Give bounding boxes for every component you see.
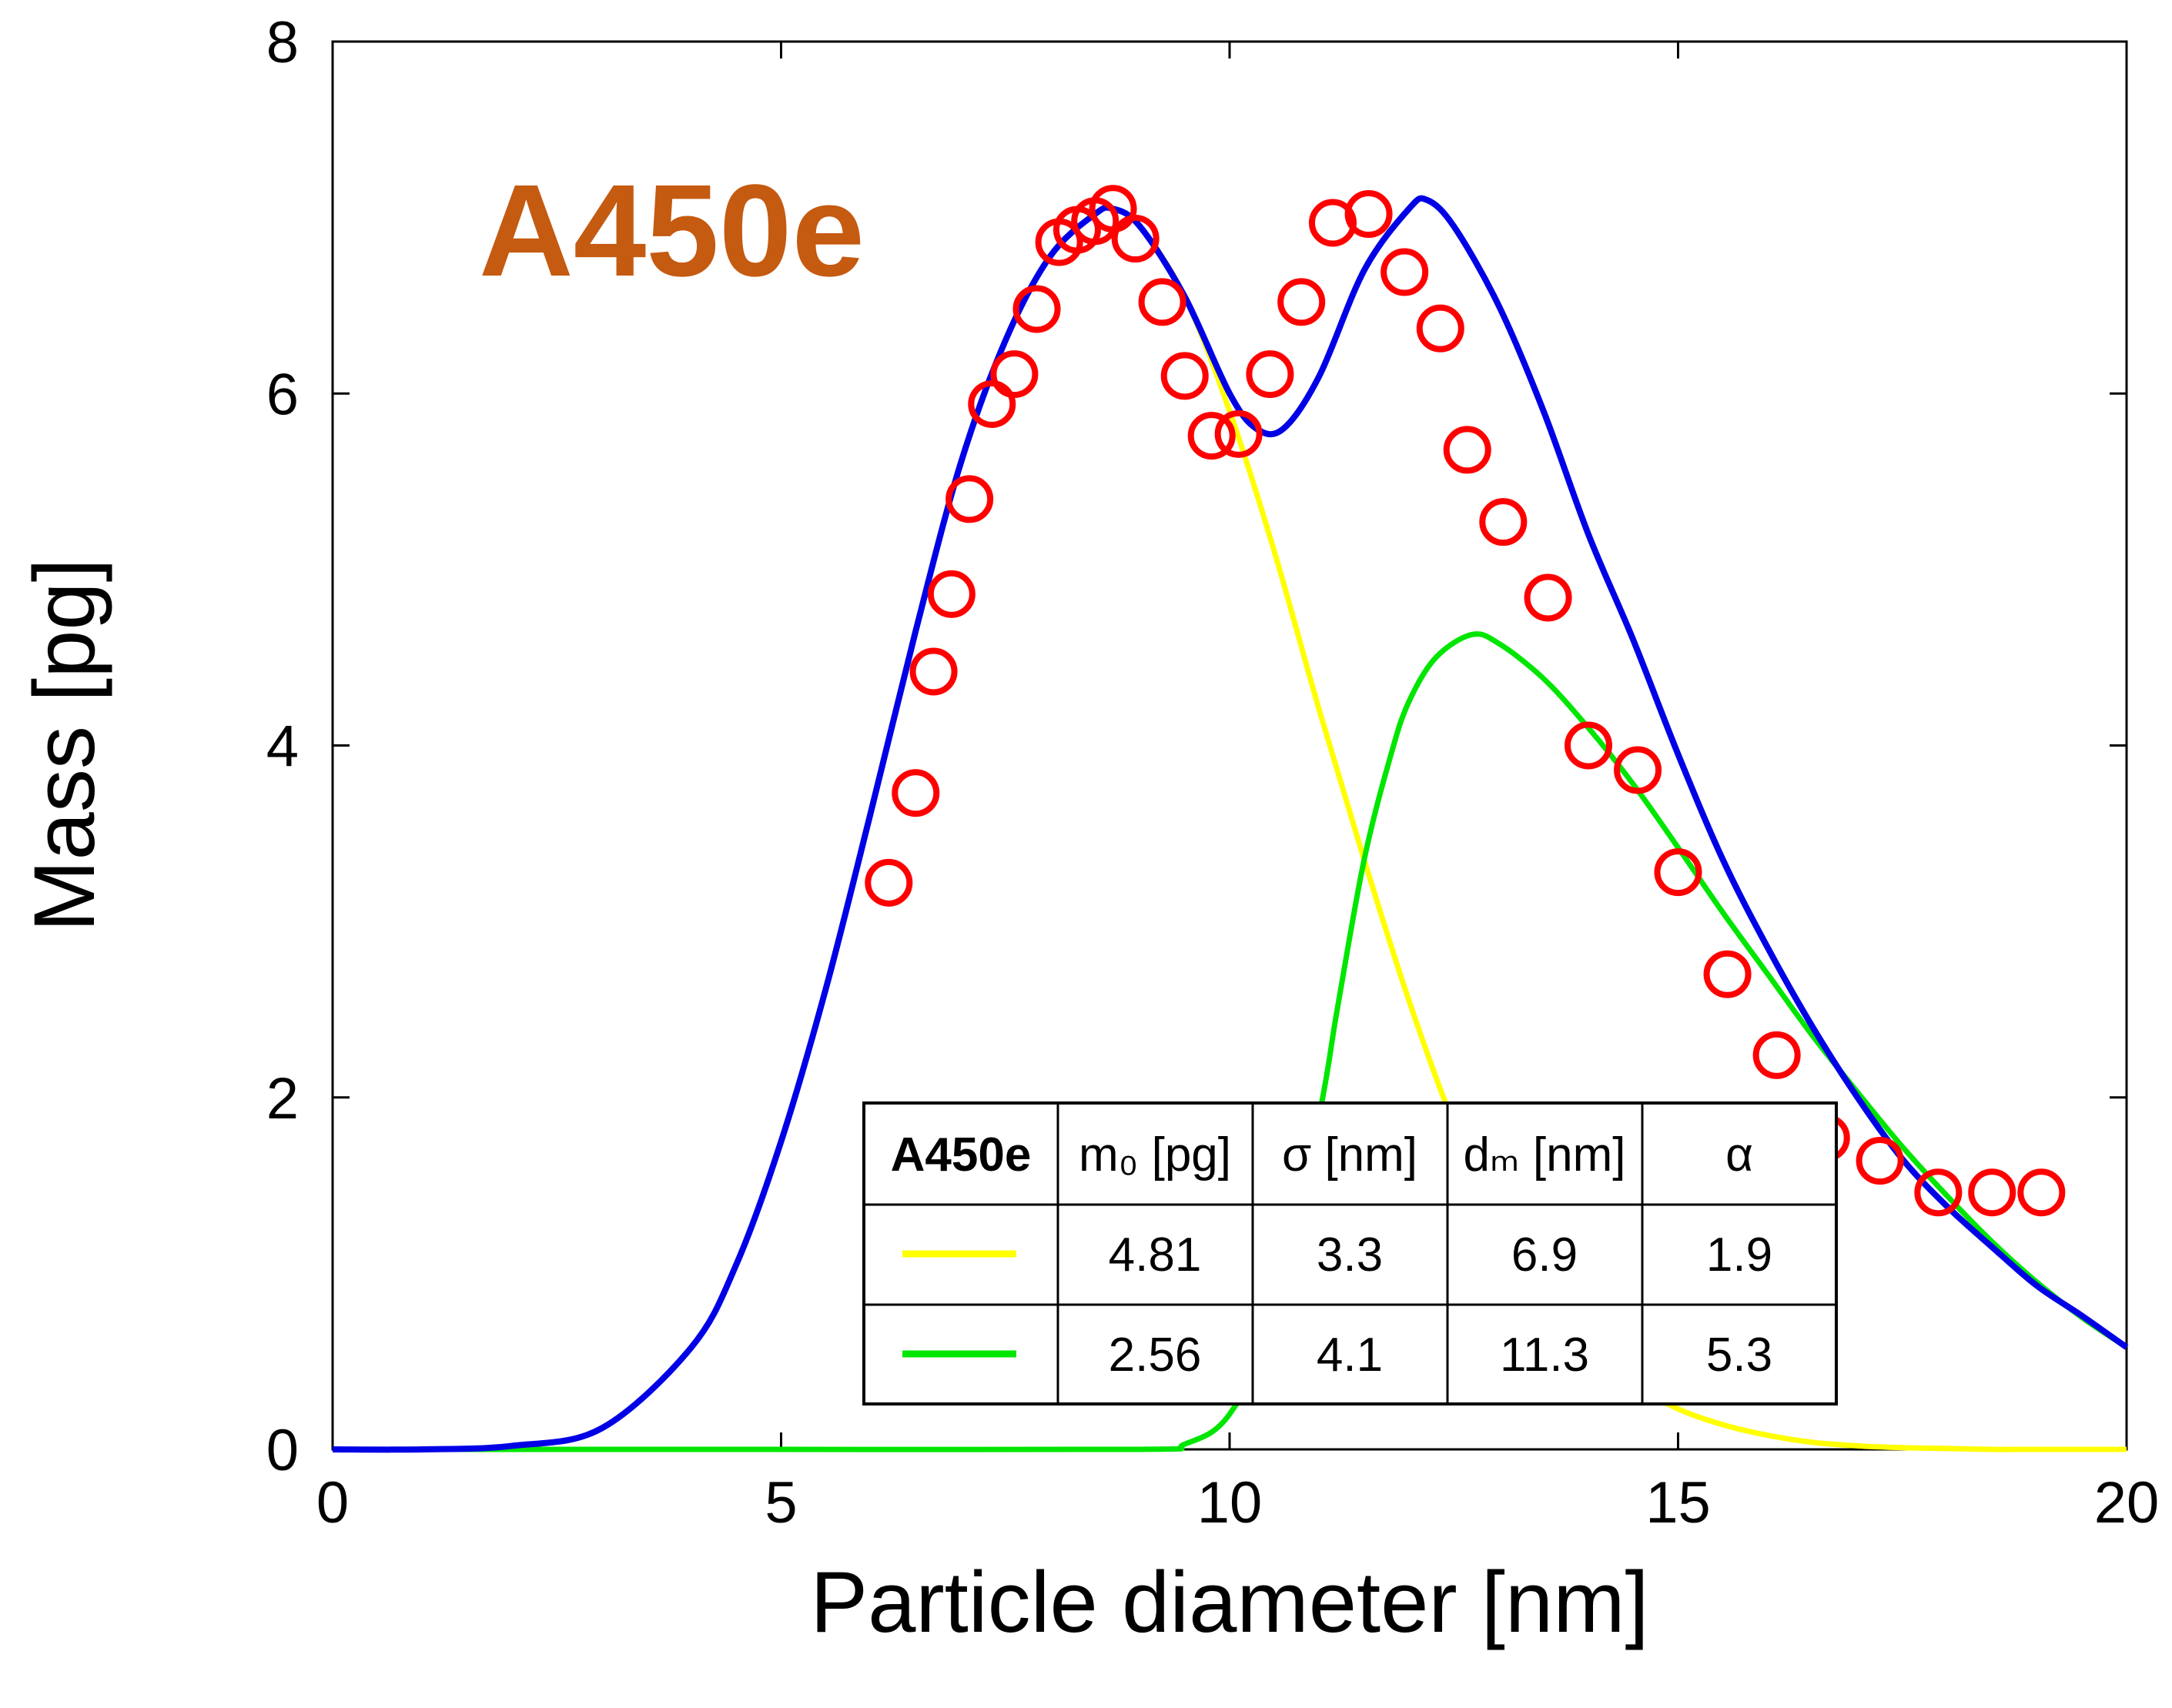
fit-curves [332,195,2129,1453]
table-cell: 4.1 [1317,1329,1383,1382]
data-point [945,475,994,523]
data-point [1344,190,1393,239]
series-line-component-2 [333,631,2128,1453]
data-point [1012,285,1061,333]
data-point [1138,278,1186,326]
data-point [1443,426,1491,474]
data-point [1308,199,1357,247]
y-tick-label: 0 [266,1418,299,1483]
data-markers [865,185,2066,1217]
data-point [1856,1137,1904,1185]
y-axis-title: Mass [pg] [16,558,112,932]
x-axis-title: Particle diameter [nm] [810,1554,1648,1650]
x-tick-label: 20 [2094,1470,2160,1536]
table-cell: 2.56 [1109,1329,1202,1382]
data-point [990,350,1039,399]
y-tick-label: 6 [266,362,299,427]
table-header: dₘ [nm] [1464,1128,1626,1182]
data-point [1246,350,1294,399]
data-point [1381,248,1429,296]
table-cell: 1.9 [1706,1228,1772,1282]
table-background [862,1101,1838,1406]
data-point [1160,352,1209,400]
y-tick-label: 8 [266,10,299,75]
data-point [1565,721,1612,770]
data-point [892,769,940,817]
data-point [968,379,1016,428]
sample-label: A450e [479,158,865,304]
data-point [1479,498,1528,546]
x-tick-label: 5 [765,1470,797,1536]
x-tick-label: 0 [316,1470,349,1536]
data-point [865,858,913,907]
y-tick-label: 4 [266,714,299,780]
table-header: σ [nm] [1282,1128,1417,1182]
data-point [1277,278,1326,326]
data-point [2017,1168,2066,1217]
x-tick-labels: 0 5 10 15 20 [316,1470,2159,1536]
x-tick-label: 15 [1645,1470,1711,1536]
data-point [1614,746,1662,794]
table-cell: 6.9 [1511,1228,1578,1282]
table-cell: 4.81 [1109,1228,1202,1282]
data-point [1214,409,1263,458]
table-header: m₀ [pg] [1079,1128,1231,1182]
data-point [1524,573,1572,622]
data-point [1654,848,1702,897]
table-header: A450e [891,1128,1032,1182]
data-point [1111,215,1160,263]
parameter-table: A450e m₀ [pg] σ [nm] dₘ [nm] α 4.81 3.3 … [862,1101,1838,1406]
table-cell: 5.3 [1706,1329,1772,1382]
data-point [1416,304,1464,353]
data-point [1703,950,1752,998]
table-header: α [1725,1128,1753,1182]
data-point [909,647,958,696]
y-tick-labels: 0 2 4 6 8 [266,10,299,1483]
table-cell: 3.3 [1317,1228,1383,1282]
data-point [927,570,976,618]
series-line-total-fit [332,195,2129,1453]
table-cell: 11.3 [1500,1329,1589,1382]
data-point [1089,185,1137,233]
data-point [1968,1168,2016,1217]
data-point [1914,1168,1963,1217]
x-tick-label: 10 [1197,1470,1263,1536]
data-point [1187,412,1236,460]
y-tick-label: 2 [266,1066,299,1131]
data-point [1752,1031,1801,1079]
